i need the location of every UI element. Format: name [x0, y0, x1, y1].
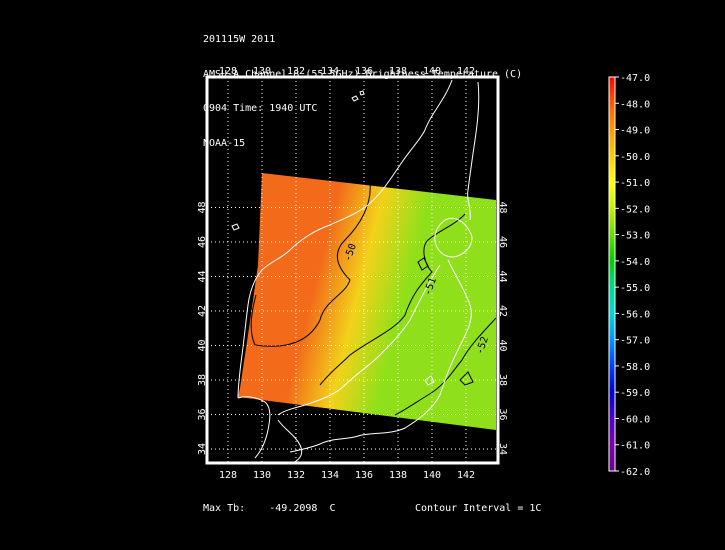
lat-label: 34 [197, 443, 208, 455]
colorbar-label: -57.0 [620, 336, 650, 347]
header: 201115W 2011 AMSU-A Channel 8 (55.5GHz) … [203, 11, 522, 161]
lat-label: 46 [197, 236, 208, 248]
contour-minus52-small [459, 371, 474, 386]
map-frame [205, 75, 500, 465]
coast-honshu [289, 259, 472, 453]
colorbar-label: -54.0 [620, 257, 650, 268]
max-tb: Max Tb: -49.2098 C [203, 503, 336, 514]
lon-label: 134 [321, 66, 339, 77]
coast-sakhalin [467, 81, 480, 221]
lon-label: 136 [355, 470, 373, 481]
colorbar-label: -48.0 [620, 99, 650, 110]
contour-minus52 [394, 317, 497, 416]
colorbar: -47.0 -48.0 -49.0 -50.0 -51.0 -52.0 -53.0 -54.0… [608, 73, 650, 478]
lon-label: 142 [457, 470, 475, 481]
colorbar-label: -59.0 [620, 388, 650, 399]
lat-label: 40 [197, 339, 208, 351]
colorbar-label: -53.0 [620, 231, 650, 242]
lat-labels-right: 34 36 38 40 42 44 46 48 [497, 201, 508, 455]
lon-labels-top: 128 130 132 134 136 138 140 142 [219, 66, 475, 77]
lon-label: 132 [287, 66, 305, 77]
coast-island-3 [231, 223, 240, 231]
lon-label: 128 [219, 66, 237, 77]
lat-labels-left: 34 36 38 40 42 44 46 48 [197, 201, 208, 455]
lon-labels-bottom: 128 130 132 134 136 138 140 142 [219, 470, 475, 481]
coast-honshu-west [277, 264, 441, 416]
header-time: 0904 Time: 1940 UTC [203, 103, 318, 114]
tb-swath [238, 173, 496, 430]
lat-label: 44 [497, 270, 508, 282]
lat-label: 36 [497, 408, 508, 420]
coast-island-4 [424, 375, 435, 386]
contour-minus51 [319, 213, 466, 386]
lon-label: 138 [389, 470, 407, 481]
header-satellite: NOAA-15 [203, 137, 246, 149]
colorbar-label: -49.0 [620, 126, 650, 137]
coast-korea-east [237, 396, 271, 459]
lat-label: 48 [497, 201, 508, 213]
colorbar-label: -56.0 [620, 309, 650, 320]
max-tb-label: Max Tb: [203, 503, 246, 514]
coast-mainland-asia [237, 79, 453, 399]
max-tb-value: -49.2098 [269, 503, 318, 514]
lat-label: 48 [197, 201, 208, 213]
contour-minus51-small [417, 257, 429, 271]
lon-label: 132 [287, 470, 305, 481]
contour-interval: Contour Interval = 1C [415, 503, 542, 514]
colorbar-ramp [608, 76, 616, 472]
coast-hokkaido [434, 217, 473, 258]
colorbar-label: -50.0 [620, 152, 650, 163]
coast-kyushu [277, 419, 303, 463]
contours [250, 182, 497, 416]
colorbar-label: -61.0 [620, 441, 650, 452]
lat-label: 34 [497, 443, 508, 455]
colorbar-label: -47.0 [620, 73, 650, 84]
colorbar-label: -60.0 [620, 414, 650, 425]
lat-label: 44 [197, 270, 208, 282]
lat-label: 38 [197, 374, 208, 386]
lon-label: 142 [457, 66, 475, 77]
lat-label: 46 [497, 236, 508, 248]
map-area: -50 -51 -52 [207, 77, 498, 463]
lon-label: 130 [253, 66, 271, 77]
lon-label: 140 [423, 66, 441, 77]
header-date: 201115W 2011 [203, 34, 276, 45]
lat-label: 38 [497, 374, 508, 386]
lon-label: 134 [321, 470, 339, 481]
lat-label: 42 [197, 305, 208, 317]
contour-minus50 [250, 182, 371, 347]
lon-label: 138 [389, 66, 407, 77]
max-tb-unit: C [329, 503, 336, 514]
lon-label: 128 [219, 470, 237, 481]
colorbar-label: -52.0 [620, 204, 650, 215]
colorbar-label: -51.0 [620, 178, 650, 189]
coast-island-1 [351, 95, 359, 102]
lat-label: 42 [497, 305, 508, 317]
lon-label: 140 [423, 470, 441, 481]
lon-label: 130 [253, 470, 271, 481]
lat-label: 40 [497, 339, 508, 351]
lat-label: 36 [197, 408, 208, 420]
header-product: AMSU-A Channel 8 (55.5GHz) Brightness Te… [203, 68, 523, 80]
colorbar-label: -62.0 [620, 467, 650, 478]
lon-label: 136 [355, 66, 373, 77]
coast-island-2 [359, 90, 365, 96]
colorbar-label: -58.0 [620, 362, 650, 373]
coastlines [231, 79, 480, 463]
colorbar-label: -55.0 [620, 283, 650, 294]
